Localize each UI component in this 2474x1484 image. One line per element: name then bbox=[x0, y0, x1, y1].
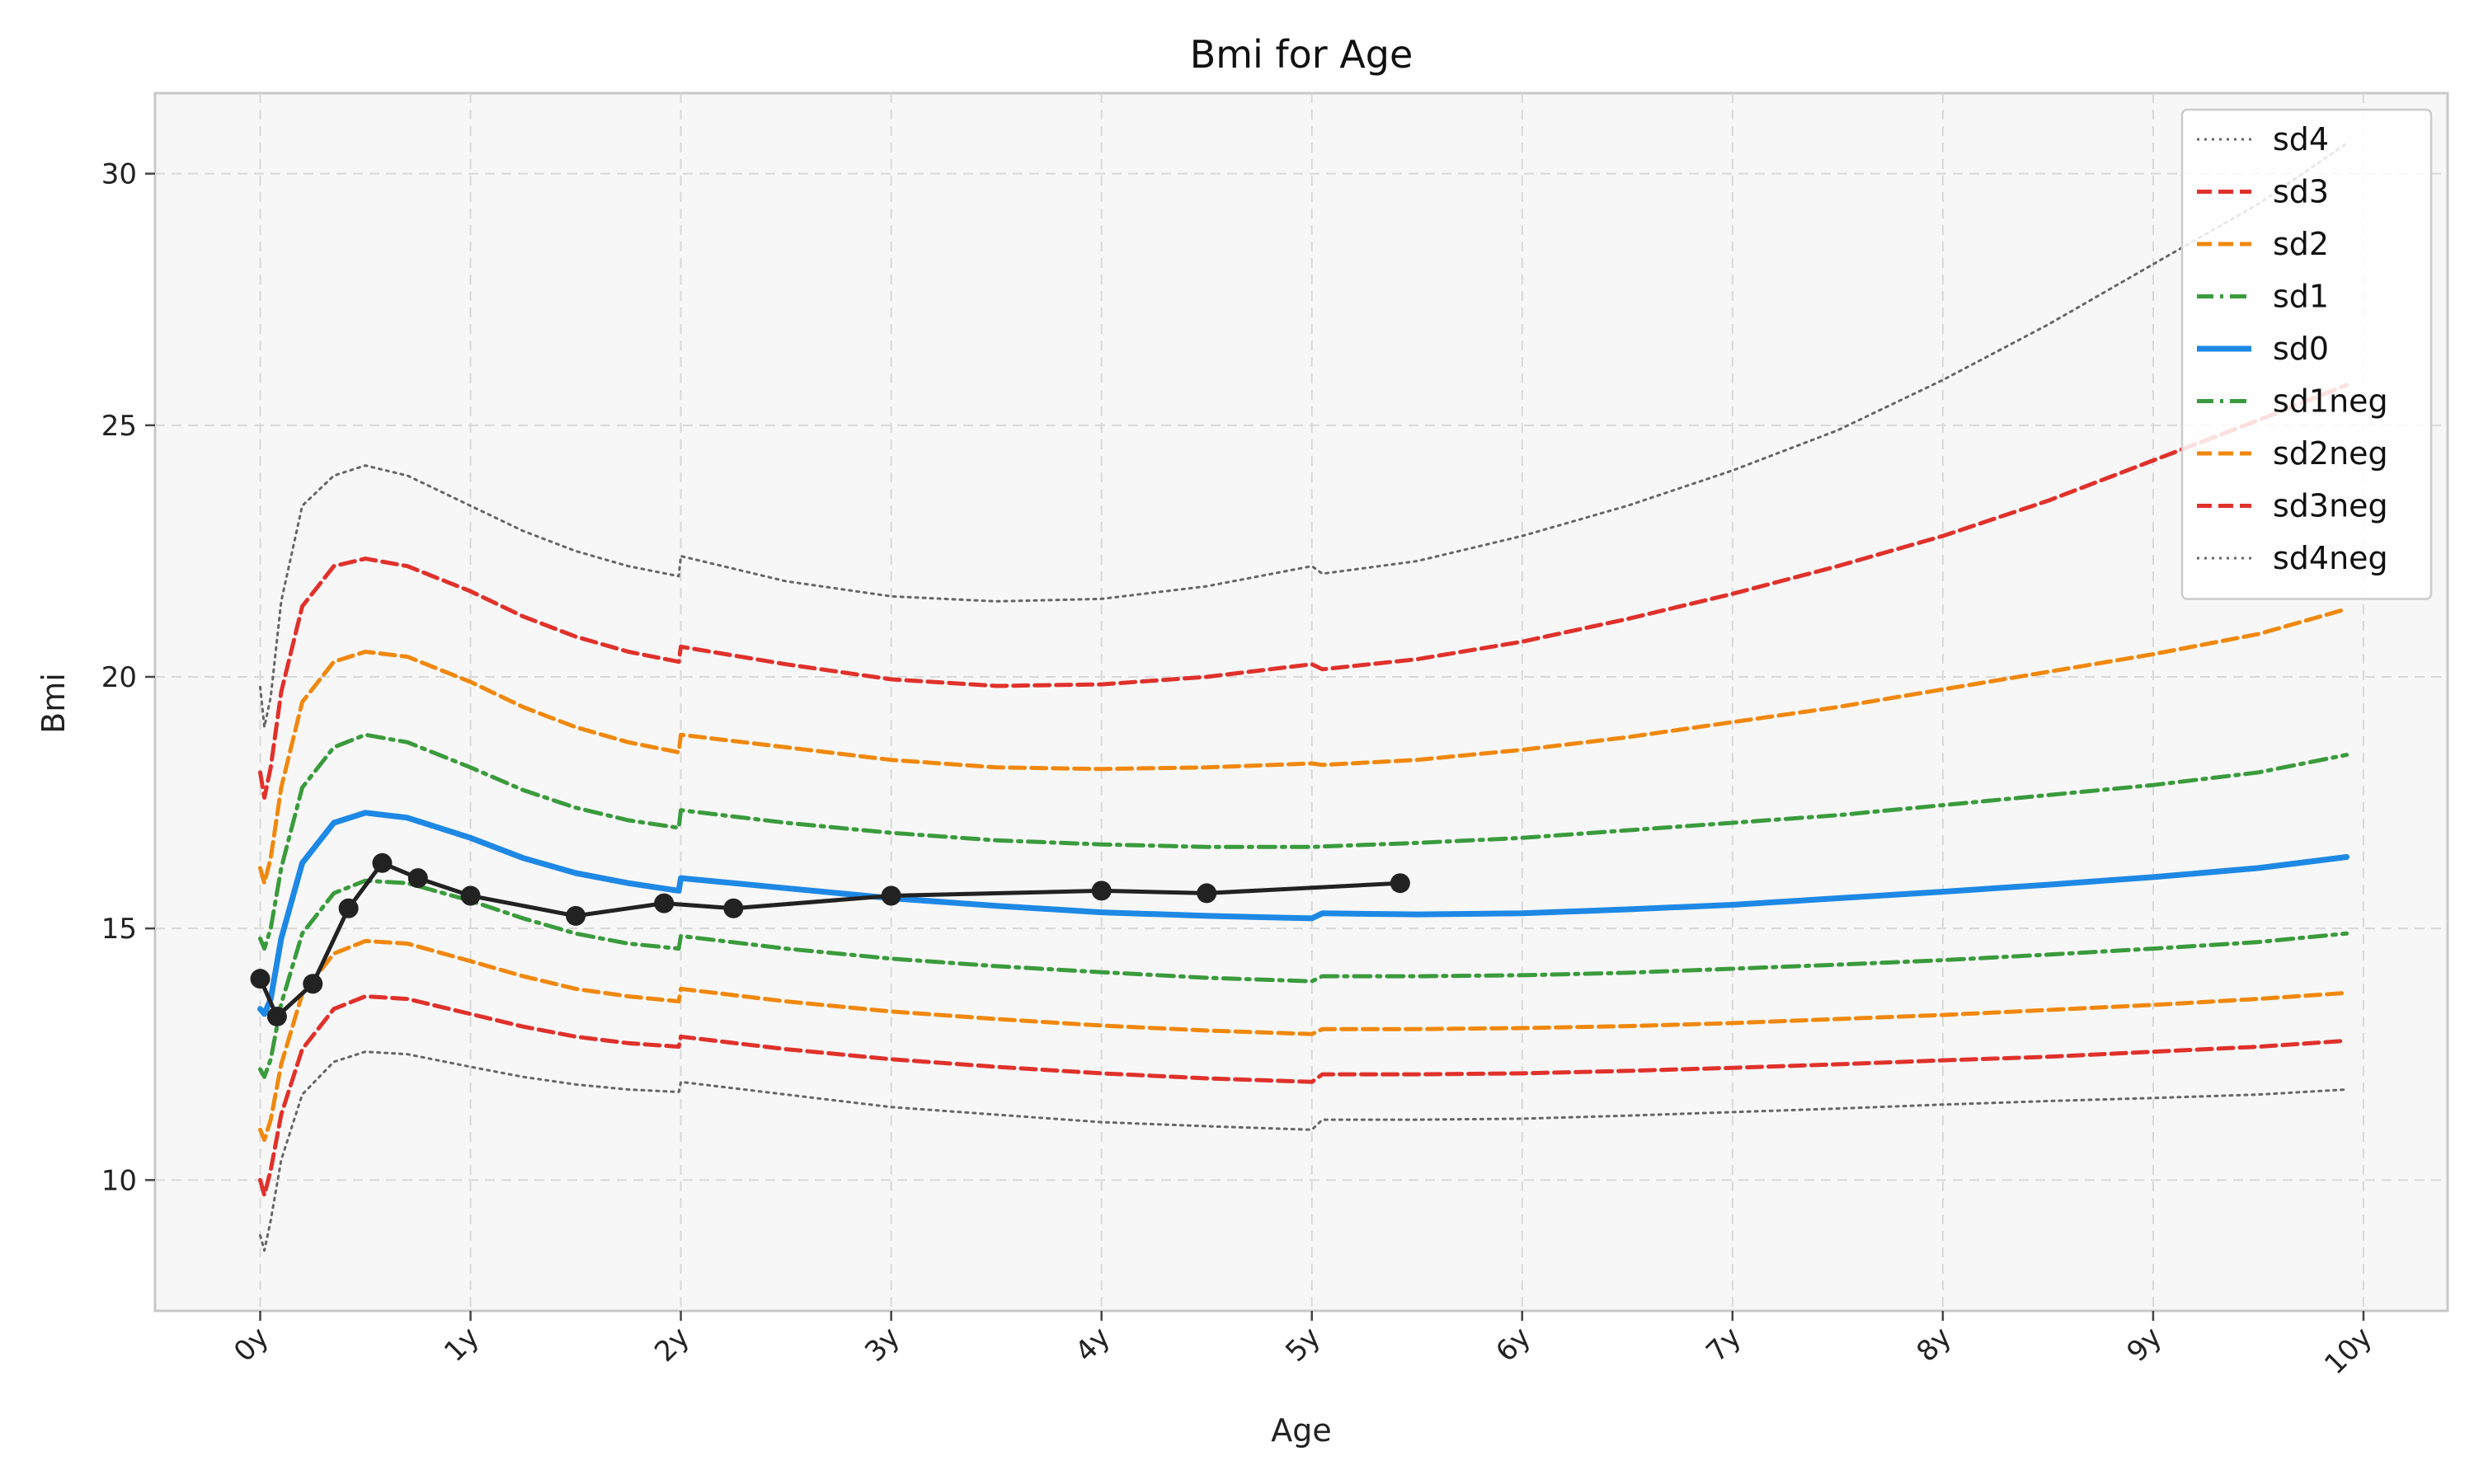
y-axis-title: Bmi bbox=[35, 673, 72, 734]
legend-label-sd2neg: sd2neg bbox=[2273, 435, 2388, 472]
measurement-point bbox=[566, 905, 586, 926]
measurement-point bbox=[1091, 881, 1112, 901]
measurement-point bbox=[266, 1006, 287, 1026]
legend-label-sd3neg: sd3neg bbox=[2273, 488, 2388, 524]
series-line-sd2neg bbox=[258, 938, 2349, 1142]
measurement-point bbox=[303, 974, 323, 994]
x-tick-label: 4y bbox=[1069, 1321, 1117, 1369]
measurement-point bbox=[654, 893, 675, 913]
x-axis-title: Age bbox=[1271, 1412, 1332, 1449]
x-tick-label: 2y bbox=[648, 1321, 696, 1369]
series-line-sd2 bbox=[258, 607, 2349, 885]
legend-label-sd1neg: sd1neg bbox=[2273, 383, 2388, 420]
plot-area bbox=[153, 92, 2449, 1313]
legend-label-sd0: sd0 bbox=[2273, 331, 2329, 367]
legend-label-sd1: sd1 bbox=[2273, 279, 2329, 315]
legend-label-sd4neg: sd4neg bbox=[2273, 540, 2388, 576]
x-tick-label: 0y bbox=[228, 1321, 275, 1369]
series-lines bbox=[257, 142, 2350, 1252]
measurements bbox=[250, 852, 1410, 1026]
measurement-point bbox=[723, 898, 744, 918]
measurement-point bbox=[407, 868, 428, 889]
measurement-point bbox=[372, 852, 393, 873]
legend: sd4 sd3 sd2 sd1 sd0 sd1neg sd2neg sd3neg sd4neg bbox=[2180, 108, 2433, 600]
series-line-sd3 bbox=[258, 383, 2349, 800]
x-tick-label: 6y bbox=[1489, 1321, 1537, 1369]
series-line-sd4neg bbox=[259, 1050, 2349, 1252]
y-tick-label: 30 bbox=[101, 158, 137, 191]
measurement-point bbox=[250, 969, 270, 989]
series-line-sd3neg bbox=[258, 994, 2349, 1198]
x-tick-label: 5y bbox=[1279, 1321, 1327, 1369]
legend-box bbox=[2180, 108, 2433, 600]
x-tick-label: 7y bbox=[1700, 1321, 1747, 1369]
x-tick-label: 1y bbox=[438, 1321, 486, 1369]
legend-label-sd4: sd4 bbox=[2273, 121, 2329, 157]
x-tick-label: 9y bbox=[2120, 1321, 2168, 1369]
measurement-point bbox=[1197, 883, 1217, 904]
series-line-sd1neg bbox=[258, 878, 2349, 1079]
series-line-sd1 bbox=[258, 732, 2349, 951]
y-tick-label: 25 bbox=[101, 410, 137, 443]
measurement-point bbox=[460, 885, 481, 906]
legend-label-sd2: sd2 bbox=[2273, 226, 2329, 262]
measurement-point bbox=[338, 898, 359, 918]
x-tick-label: 3y bbox=[858, 1321, 906, 1369]
y-tick-label: 10 bbox=[101, 1164, 137, 1197]
measurement-line bbox=[258, 861, 1401, 1019]
x-tick-label: 10y bbox=[2318, 1321, 2378, 1381]
chart-title: Bmi for Age bbox=[1190, 32, 1413, 77]
measurement-point bbox=[1390, 873, 1410, 894]
measurement-point bbox=[881, 885, 901, 906]
y-tick-label: 20 bbox=[101, 661, 137, 694]
y-tick-label: 15 bbox=[101, 913, 137, 946]
x-tick-label: 8y bbox=[1910, 1321, 1958, 1369]
legend-label-sd3: sd3 bbox=[2273, 174, 2329, 210]
